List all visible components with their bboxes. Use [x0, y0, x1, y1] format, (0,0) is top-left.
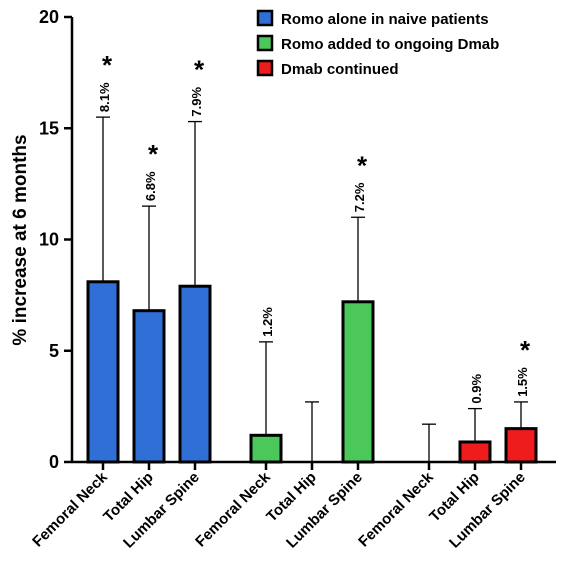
bar [178, 284, 212, 464]
legend-swatch [256, 59, 274, 77]
data-label: 6.8% [143, 171, 158, 201]
data-label: 1.5% [515, 367, 530, 397]
category-label: Femoral Neck [29, 468, 111, 550]
significance-marker: * [520, 335, 531, 365]
data-label: 0.9% [469, 374, 484, 404]
data-label: 7.9% [189, 87, 204, 117]
legend-swatch [256, 9, 274, 27]
significance-marker: * [102, 50, 113, 80]
y-tick-label: 0 [49, 452, 59, 472]
y-tick-label: 5 [49, 341, 59, 361]
data-label: 1.2% [260, 307, 275, 337]
bar [86, 280, 120, 464]
bar [249, 433, 283, 464]
bars: 8.1% * 6.8% * 7.9% * 1.2% 7.2% * 0.9% 1.5% * [86, 50, 538, 464]
significance-marker: * [148, 139, 159, 169]
category-label: Femoral Neck [192, 468, 274, 550]
bar [132, 309, 166, 464]
y-tick-label: 20 [39, 7, 59, 27]
significance-marker: * [357, 150, 368, 180]
legend-label: Romo added to ongoing Dmab [281, 36, 499, 53]
legend: Romo alone in naive patients Romo added t… [256, 9, 499, 78]
y-ticks: 0 5 10 15 20 [39, 7, 72, 472]
y-tick-label: 10 [39, 230, 59, 250]
legend-label: Romo alone in naive patients [281, 11, 489, 28]
y-axis-label: % increase at 6 months [10, 134, 31, 345]
legend-swatch [256, 34, 274, 52]
y-tick-label: 15 [39, 118, 59, 138]
legend-label: Dmab continued [281, 61, 399, 78]
data-label: 8.1% [97, 82, 112, 112]
bar [458, 440, 492, 464]
data-label: 7.2% [352, 182, 367, 212]
category-label: Femoral Neck [355, 468, 437, 550]
significance-marker: * [194, 55, 205, 85]
bar [341, 300, 375, 464]
bar [504, 427, 538, 464]
